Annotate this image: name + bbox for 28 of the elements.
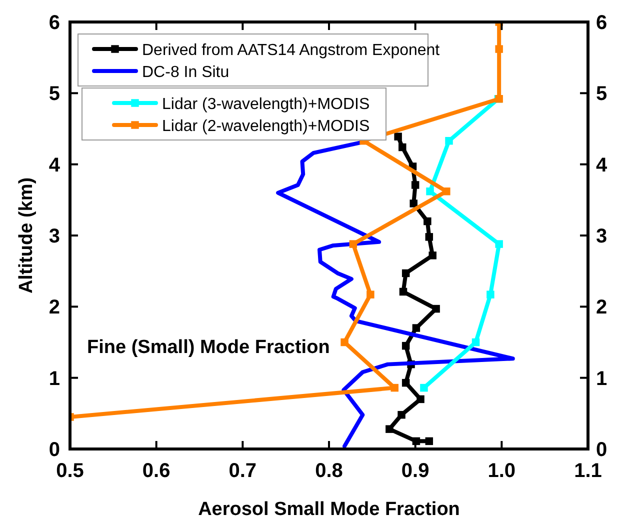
y-axis-title: Altitude (km) — [16, 177, 37, 294]
y2-tick-label: 2 — [596, 296, 608, 319]
y2-tick-label: 5 — [596, 83, 608, 106]
x-tick-label: 0.5 — [56, 460, 84, 482]
x-axis-title: Aerosol Small Mode Fraction — [198, 499, 460, 520]
x-tick-label: 0.9 — [401, 460, 430, 482]
x-tick-label: 1.1 — [574, 460, 602, 482]
y-tick-label: 1 — [48, 368, 60, 390]
y-tick-label: 4 — [48, 154, 61, 176]
legend-label: DC-8 In Situ — [142, 64, 230, 81]
y-tick-label: 5 — [48, 83, 60, 106]
y-tick-label: 6 — [48, 12, 60, 34]
y2-tick-label: 1 — [596, 368, 608, 390]
y-tick-label: 3 — [48, 226, 60, 248]
annotation: Fine (Small) Mode Fraction — [87, 336, 330, 358]
x-tick-label: 0.8 — [315, 460, 343, 482]
y2-tick-label: 3 — [596, 226, 608, 248]
legend-label: Lidar (2-wavelength)+MODIS — [162, 118, 370, 135]
y-tick-label: 0 — [48, 439, 60, 461]
y2-tick-label: 0 — [596, 439, 608, 461]
legend-label: Lidar (3-wavelength)+MODIS — [162, 96, 370, 113]
x-tick-label: 0.7 — [228, 460, 257, 482]
x-tick-label: 0.6 — [142, 460, 170, 482]
y-tick-label: 2 — [48, 296, 60, 319]
x-tick-label: 1.0 — [488, 460, 516, 482]
y2-tick-label: 4 — [596, 154, 608, 176]
y2-tick-label: 6 — [596, 12, 608, 34]
legend-label: Derived from AATS14 Angstrom Exponent — [142, 42, 440, 59]
